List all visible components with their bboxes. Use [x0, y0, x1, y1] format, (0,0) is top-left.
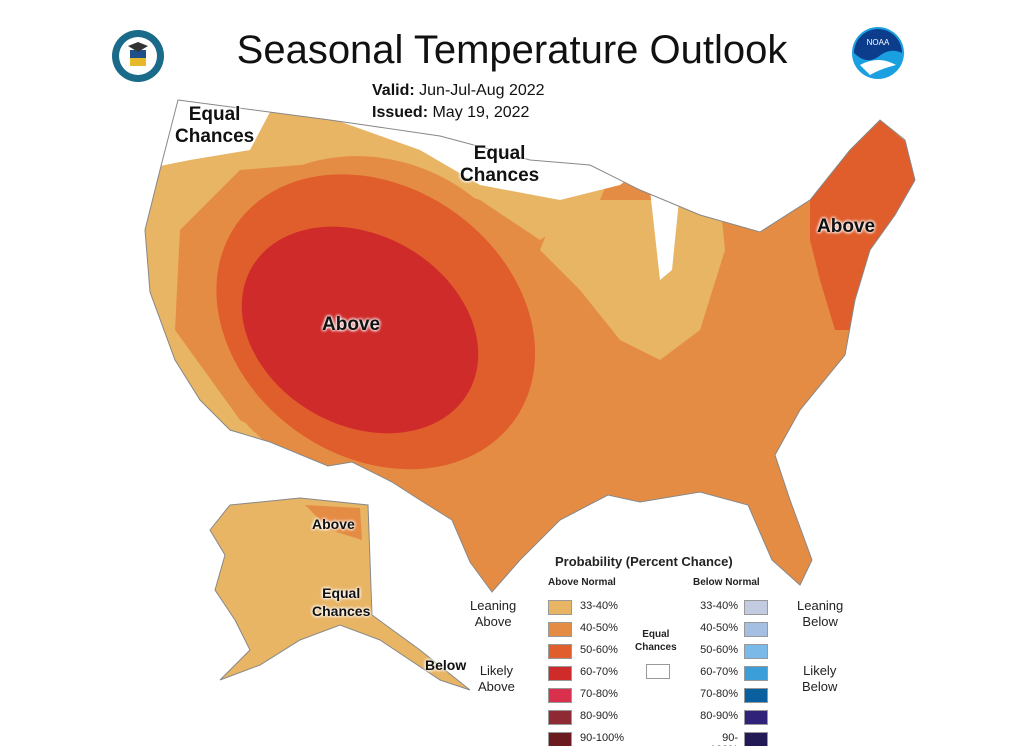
swatch-equal-chances	[646, 664, 670, 679]
svg-text:NOAA: NOAA	[867, 38, 890, 47]
doc-seal-logo	[112, 30, 164, 82]
swatch-below-1	[744, 622, 768, 637]
legend-equal-chances: Equal Chances	[635, 629, 677, 653]
label-below-alaska: Below	[425, 657, 467, 673]
page-title: Seasonal Temperature Outlook	[236, 28, 788, 72]
region-ec-north	[330, 118, 640, 200]
region-33-40-midwest	[540, 200, 725, 360]
range-below-1: 40-50%	[700, 622, 738, 634]
range-above-1: 40-50%	[580, 622, 618, 634]
label-ec-north: Equal Chances	[460, 143, 540, 186]
range-below-3: 60-70%	[700, 666, 738, 678]
range-above-0: 33-40%	[580, 600, 618, 612]
legend-leaning-above: Leaning Above	[470, 598, 517, 629]
alaska	[209, 497, 471, 691]
range-below-0: 33-40%	[700, 600, 738, 612]
swatch-below-6	[744, 732, 768, 746]
range-above-6: 90-100%	[580, 732, 625, 744]
swatch-below-3	[744, 666, 768, 681]
valid-label: Valid:	[372, 82, 415, 99]
range-above-5: 80-90%	[580, 710, 618, 722]
swatch-below-0	[744, 600, 768, 615]
swatch-above-0	[548, 600, 572, 615]
range-below-4: 70-80%	[700, 688, 738, 700]
swatch-below-2	[744, 644, 768, 659]
swatch-below-5	[744, 710, 768, 725]
range-below-5: 80-90%	[700, 710, 738, 722]
range-above-3: 60-70%	[580, 666, 618, 678]
label-above-alaska: Above	[312, 516, 355, 532]
issued-label: Issued:	[372, 104, 429, 121]
issued-value: May 19, 2022	[432, 104, 530, 121]
legend-title: Probability (Percent Chance)	[555, 554, 733, 569]
label-ec-alaska: Equal Chances	[312, 585, 371, 619]
swatch-above-4	[548, 688, 572, 703]
swatch-above-3	[548, 666, 572, 681]
swatch-above-2	[548, 644, 572, 659]
label-ec-northwest: Equal Chances	[175, 104, 255, 147]
lake-michigan	[650, 190, 680, 280]
region-60-70-west	[241, 226, 479, 434]
swatch-above-5	[548, 710, 572, 725]
legend: Probability (Percent Chance) Above Norma…	[460, 550, 860, 746]
region-50-60-northeast	[810, 120, 915, 330]
label-above-northeast: Above	[817, 216, 876, 237]
legend-likely-below: Likely Below	[802, 663, 838, 694]
swatch-below-4	[744, 688, 768, 703]
legend-above-header: Above Normal	[548, 577, 616, 588]
range-below-6: 90-100%	[710, 732, 738, 746]
range-above-4: 70-80%	[580, 688, 618, 700]
swatch-above-6	[548, 732, 572, 746]
range-above-2: 50-60%	[580, 644, 618, 656]
label-above-west: Above	[322, 314, 381, 335]
swatch-above-1	[548, 622, 572, 637]
legend-below-header: Below Normal	[693, 577, 760, 588]
alaska-above-region	[305, 505, 362, 540]
noaa-logo: NOAA	[852, 27, 904, 79]
legend-leaning-below: Leaning Below	[797, 598, 844, 629]
legend-likely-above: Likely Above	[478, 663, 515, 694]
range-below-2: 50-60%	[700, 644, 738, 656]
valid-value: Jun-Jul-Aug 2022	[419, 82, 545, 99]
